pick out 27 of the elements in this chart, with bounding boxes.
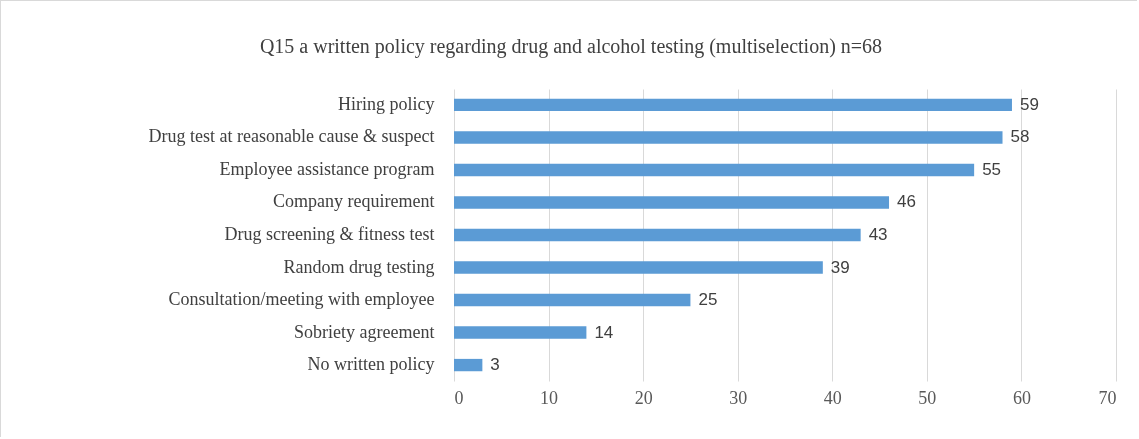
- chart-title: Q15 a written policy regarding drug and alcohol testing (multiselection) n=68: [259, 35, 883, 58]
- x-tick-label: 50: [918, 387, 937, 408]
- y-tick-label: Random drug testing: [283, 256, 435, 277]
- x-tick-label: 20: [634, 387, 653, 408]
- y-tick-label: Sobriety agreement: [294, 321, 435, 342]
- x-tick-label: 70: [1098, 387, 1117, 408]
- data-label: 59: [1019, 94, 1039, 114]
- y-tick-label: Employee assistance program: [219, 158, 435, 179]
- y-tick-label: Company requirement: [273, 191, 435, 212]
- data-label: 55: [982, 159, 1002, 179]
- y-tick-label: No written policy: [307, 354, 435, 375]
- data-label: 58: [1010, 127, 1030, 147]
- data-label: 39: [830, 257, 850, 277]
- y-tick-label: Drug test at reasonable cause & suspect: [148, 126, 435, 147]
- x-tick-label: 0: [454, 387, 464, 408]
- data-label: 14: [594, 322, 614, 342]
- data-label: 3: [490, 355, 500, 375]
- data-label: 43: [868, 225, 888, 244]
- x-tick-label: 40: [823, 387, 842, 408]
- x-tick-label: 30: [729, 387, 748, 408]
- y-tick-label: Drug screening & fitness test: [224, 224, 435, 244]
- x-tick-label: 60: [1012, 387, 1031, 408]
- data-label: 25: [698, 290, 718, 310]
- y-tick-label: Consultation/meeting with employee: [168, 289, 435, 310]
- y-tick-label: Hiring policy: [338, 93, 435, 114]
- x-tick-label: 10: [540, 387, 559, 408]
- data-label: 46: [897, 192, 916, 212]
